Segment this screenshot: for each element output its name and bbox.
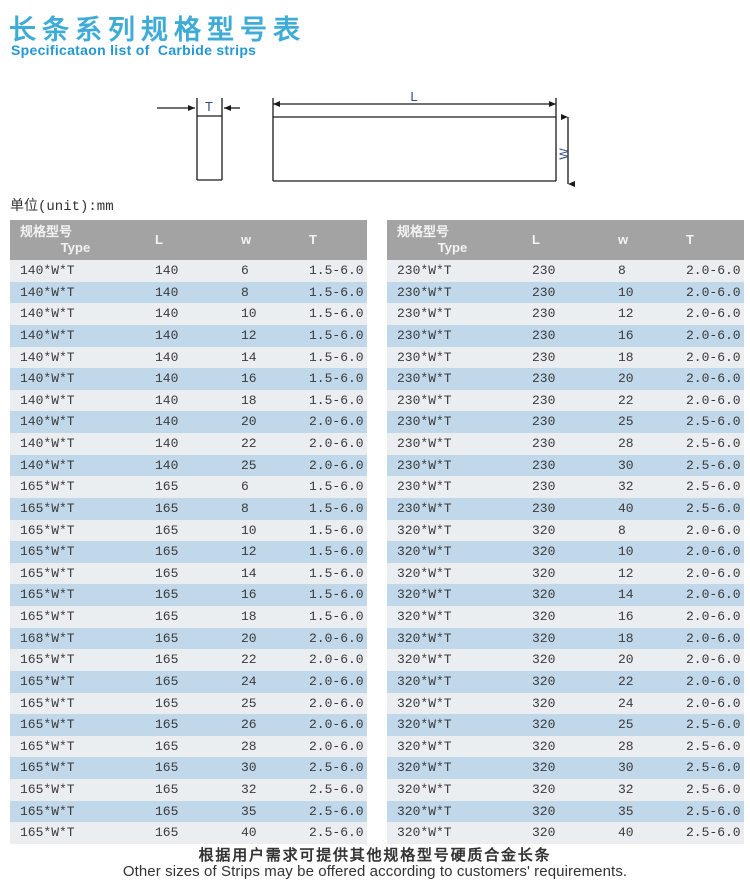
svg-text:T: T <box>205 99 213 114</box>
svg-text:W: W <box>557 148 571 160</box>
svg-text:L: L <box>410 89 417 104</box>
